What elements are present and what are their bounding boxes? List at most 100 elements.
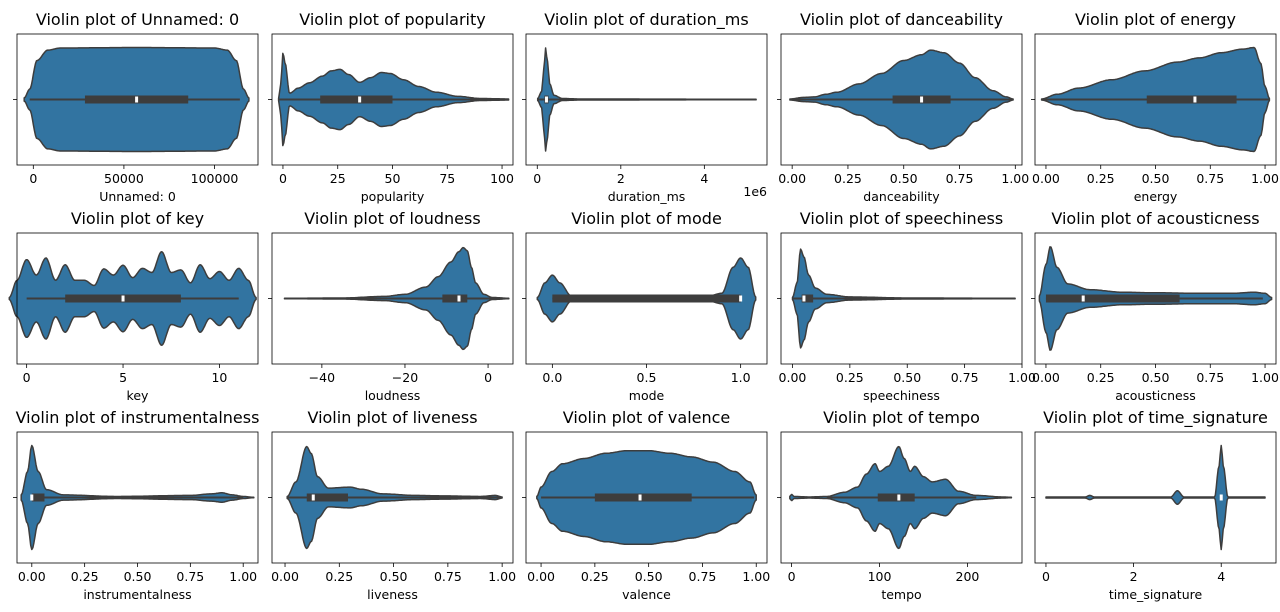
x-tick-label: 0.00 <box>527 569 555 584</box>
x-tick-label: 0.50 <box>890 171 918 186</box>
x-tick-label: 0 <box>279 171 287 186</box>
x-tick-label: 0.00 <box>778 171 806 186</box>
x-tick-label: 100 <box>868 569 892 584</box>
axes-frame <box>780 232 1023 365</box>
x-tick-label: 0 <box>533 171 541 186</box>
x-tick-label: 4 <box>700 171 708 186</box>
median-marker <box>920 96 924 103</box>
subplot-title: Violin plot of loudness <box>304 209 480 228</box>
median-marker <box>802 295 806 302</box>
x-tick-label: 1.00 <box>1251 171 1279 186</box>
x-tick-label: 50000 <box>104 171 144 186</box>
median-marker <box>1081 295 1085 302</box>
subplot-title: Violin plot of tempo <box>823 408 980 427</box>
x-tick-label: 0.00 <box>271 569 299 584</box>
x-tick-label: 0.25 <box>834 171 862 186</box>
x-tick-label: 0.00 <box>1032 370 1060 385</box>
subplot-title: Violin plot of valence <box>563 408 731 427</box>
iqr-box <box>306 493 348 502</box>
violin-subplot: Violin plot of time_signature 0 2 4 time_sig… <box>1031 408 1277 602</box>
axes-frame <box>780 431 1023 564</box>
x-tick-label: 0.0 <box>542 370 562 385</box>
violin-subplot: Violin plot of tempo 0 100 200 tempo <box>777 408 1023 602</box>
x-axis-label: Unnamed: 0 <box>99 189 176 204</box>
x-tick-label: 0.75 <box>689 569 717 584</box>
x-axis-label: speechiness <box>863 388 940 403</box>
x-tick-label: 0.75 <box>1196 171 1224 186</box>
x-tick-label: 1.00 <box>1008 370 1036 385</box>
axes-frame <box>780 33 1023 166</box>
x-tick-label: 0.75 <box>434 569 462 584</box>
x-axis-label: mode <box>629 388 665 403</box>
x-axis-label: key <box>127 388 149 403</box>
x-tick-label: 0 <box>23 370 31 385</box>
x-tick-label: 0.25 <box>1087 370 1115 385</box>
median-marker <box>311 494 315 501</box>
x-tick-label: 0.50 <box>1142 370 1170 385</box>
iqr-box <box>801 294 814 303</box>
violin-subplot: Violin plot of valence 0.00 0.25 0.50 0.75 1.… <box>522 408 770 602</box>
x-tick-label: 25 <box>330 171 346 186</box>
x-tick-label: 0.75 <box>951 370 979 385</box>
x-axis-label: time_signature <box>1109 587 1203 602</box>
axes-frame <box>525 431 768 564</box>
x-tick-label: 1.00 <box>1251 370 1279 385</box>
median-marker <box>638 494 642 501</box>
violin-body <box>1045 444 1266 551</box>
x-tick-label: 0.25 <box>581 569 609 584</box>
x-axis-label: duration_ms <box>608 189 686 204</box>
violin-subplot: Violin plot of danceability 0.00 0.25 0.50 0… <box>777 10 1029 204</box>
x-tick-label: 0 <box>29 171 37 186</box>
x-axis-label: tempo <box>881 587 921 602</box>
iqr-box <box>320 95 393 104</box>
x-tick-label: 4 <box>1217 569 1225 584</box>
x-tick-label: 0.50 <box>893 370 921 385</box>
axes-frame <box>1034 431 1277 564</box>
x-tick-label: 0 <box>484 370 492 385</box>
subplot-title: Violin plot of speechiness <box>800 209 1003 228</box>
subplot-title: Violin plot of popularity <box>299 10 485 29</box>
x-tick-label: 0.50 <box>1142 171 1170 186</box>
median-marker <box>457 295 461 302</box>
x-tick-label: 0.00 <box>18 569 46 584</box>
violin-subplot: Violin plot of Unnamed: 0 0 50000 100000 Unn… <box>13 10 259 204</box>
x-tick-label: 100 <box>490 171 514 186</box>
x-axis-label: acousticness <box>1115 388 1196 403</box>
median-marker <box>739 295 743 302</box>
iqr-box <box>1045 294 1180 303</box>
x-tick-label: 0.75 <box>946 171 974 186</box>
x-tick-label: 0.25 <box>325 569 353 584</box>
x-tick-label: 2 <box>617 171 625 186</box>
iqr-box <box>1146 95 1237 104</box>
subplot-title: Violin plot of Unnamed: 0 <box>36 10 239 29</box>
subplot-title: Violin plot of time_signature <box>1043 408 1268 428</box>
x-tick-label: 0.75 <box>176 569 204 584</box>
median-marker <box>358 96 362 103</box>
median-marker <box>1219 494 1223 501</box>
x-axis-label: valence <box>622 587 671 602</box>
x-tick-label: 0 <box>788 569 796 584</box>
iqr-box <box>31 493 45 502</box>
x-axis-label: liveness <box>367 587 418 602</box>
median-marker <box>121 295 125 302</box>
x-axis-label: loudness <box>365 388 421 403</box>
subplot-title: Violin plot of acousticness <box>1051 209 1259 228</box>
subplot-title: Violin plot of duration_ms <box>544 10 748 30</box>
x-tick-label: 0 <box>1042 569 1050 584</box>
x-axis-label: danceability <box>863 189 940 204</box>
violin-subplot: Violin plot of speechiness 0.00 0.25 0.50 0.… <box>777 209 1036 403</box>
x-tick-label: 0.75 <box>1196 370 1224 385</box>
violin-subplot: Violin plot of loudness −40 −20 0 loudness <box>268 209 514 403</box>
subplot-title: Violin plot of liveness <box>307 408 477 427</box>
violin-subplot: Violin plot of mode 0.0 0.5 1.0 mode <box>522 209 768 403</box>
x-tick-label: 0.00 <box>779 370 807 385</box>
median-marker <box>544 96 548 103</box>
x-tick-label: 75 <box>439 171 455 186</box>
violin-subplot: Violin plot of energy 0.00 0.25 0.50 0.75 1.0… <box>1031 10 1279 204</box>
subplot-title: Violin plot of instrumentalness <box>16 408 260 427</box>
axis-offset-text: 1e6 <box>743 184 767 199</box>
x-tick-label: 0.25 <box>1087 171 1115 186</box>
violin-subplot: Violin plot of instrumentalness 0.00 0.25 0… <box>13 408 259 602</box>
x-tick-label: 2 <box>1130 569 1138 584</box>
